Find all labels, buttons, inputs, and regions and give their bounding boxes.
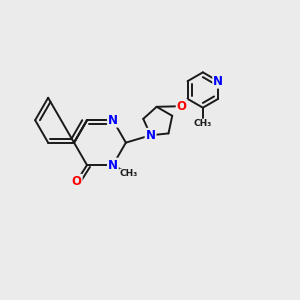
Text: O: O: [72, 175, 82, 188]
Text: N: N: [213, 75, 223, 88]
Text: N: N: [146, 129, 156, 142]
Text: CH₃: CH₃: [194, 119, 212, 128]
Text: O: O: [177, 100, 187, 113]
Text: N: N: [108, 114, 118, 127]
Text: CH₃: CH₃: [120, 169, 138, 178]
Text: N: N: [108, 159, 118, 172]
